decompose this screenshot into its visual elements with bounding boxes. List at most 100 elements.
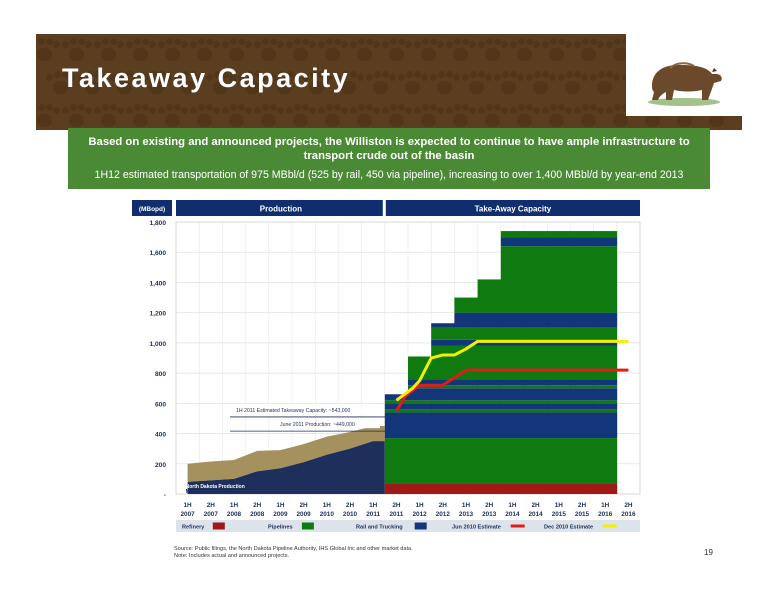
x-tick-label-year: 2012 (412, 511, 427, 518)
capacity-segment (454, 297, 478, 313)
capacity-segment (477, 438, 502, 484)
x-tick-label-half: 2H (578, 502, 587, 509)
legend-label: Dec 2010 Estimate (544, 525, 593, 531)
paw-print-icon (366, 71, 396, 97)
capacity-segment (524, 339, 548, 346)
capacity-segment (431, 323, 455, 328)
unit-label: (MBopd) (139, 206, 165, 213)
capacity-segment (500, 231, 525, 238)
capacity-segment (593, 385, 618, 389)
y-tick-label: 1,000 (149, 341, 166, 348)
capacity-segment (524, 483, 548, 494)
capacity-segment (570, 312, 594, 328)
x-tick-label-year: 2007 (180, 511, 195, 518)
legend-swatch (212, 522, 225, 530)
paw-print-icon (254, 38, 284, 64)
capacity-segment (593, 345, 618, 380)
capacity-segment (593, 231, 618, 238)
north-dakota-production-area (187, 441, 385, 494)
capacity-segment (408, 356, 432, 380)
capacity-segment (500, 403, 525, 410)
paw-print-icon (510, 38, 540, 64)
capacity-segment (384, 412, 409, 439)
paw-print-icon (222, 38, 252, 64)
x-tick-label-half: 2H (439, 502, 448, 509)
paw-print-icon (446, 38, 476, 64)
capacity-segment (524, 345, 548, 380)
capacity-segment (477, 385, 502, 389)
capacity-segment (547, 231, 571, 238)
page-number: 19 (704, 548, 713, 557)
capacity-segment (454, 339, 478, 346)
capacity-segment (500, 327, 525, 340)
paw-print-icon (286, 38, 316, 64)
capacity-segment (500, 409, 525, 413)
capacity-segment (593, 339, 618, 346)
capacity-segment (524, 409, 548, 413)
x-tick-label-half: 1H (276, 502, 285, 509)
estimate-line (395, 339, 629, 402)
annotation-backdrop (234, 405, 380, 414)
takeaway-capacity-chart: (MBopd) Production Take-Away Capacity Monta… (130, 198, 644, 542)
capacity-segment (547, 409, 571, 413)
capacity-segment (547, 483, 571, 494)
annotation-capacity: 1H 2011 Estimated Takeaway Capacity: ~54… (236, 408, 351, 414)
capacity-segment (431, 388, 455, 401)
paw-print-icon (590, 71, 620, 97)
x-tick-label-half: 1H (416, 502, 425, 509)
paw-print-icon (126, 38, 156, 64)
capacity-segment (547, 339, 571, 346)
legend-label: Rail and Trucking (356, 525, 403, 531)
capacity-segment (384, 403, 409, 410)
capacity-segment (384, 438, 409, 484)
paw-print-icon (398, 71, 428, 97)
x-tick-label-half: 2H (207, 502, 216, 509)
capacity-segment (593, 438, 618, 484)
paw-print-icon (110, 71, 140, 97)
capacity-segment (408, 438, 432, 484)
capacity-segment (524, 237, 548, 247)
paw-print-icon (190, 104, 220, 130)
capacity-segment (524, 246, 548, 313)
capacity-segment (384, 483, 409, 494)
legend-swatch (414, 522, 427, 530)
x-tick-label-half: 2H (392, 502, 401, 509)
capacity-segment (408, 412, 432, 439)
capacity-segment (500, 345, 525, 380)
capacity-segment (570, 237, 594, 247)
paw-print-icon (382, 104, 412, 130)
annotation-backdrop (278, 420, 380, 429)
capacity-segment (593, 246, 618, 313)
capacity-segment (547, 388, 571, 401)
capacity-segment (547, 246, 571, 313)
paw-print-icon (46, 71, 76, 97)
capacity-segment (524, 388, 548, 401)
x-tick-label-half: 1H (184, 502, 193, 509)
paw-print-icon (430, 71, 460, 97)
paw-print-icon (190, 38, 220, 64)
capacity-segment (570, 412, 594, 439)
x-tick-label-year: 2010 (320, 511, 335, 518)
capacity-segment (547, 412, 571, 439)
capacity-segment (570, 409, 594, 413)
capacity-segment (431, 345, 455, 380)
y-tick-label: 400 (155, 432, 166, 439)
capacity-segment (524, 412, 548, 439)
paw-print-icon (94, 38, 124, 64)
paw-print-icon (478, 38, 508, 64)
footnote: Source: Public filings, the North Dakota… (174, 546, 413, 560)
capacity-segment (570, 327, 594, 340)
capacity-segment (593, 379, 618, 386)
capacity-segment (547, 312, 571, 328)
capacity-segment (500, 339, 525, 346)
x-tick-label-year: 2014 (528, 511, 543, 518)
capacity-segment (477, 412, 502, 439)
capacity-segment (454, 400, 478, 404)
capacity-segment (431, 412, 455, 439)
capacity-segment (431, 483, 455, 494)
legend-bar (176, 520, 640, 532)
capacity-segment (593, 409, 618, 413)
x-tick-label-half: 1H (601, 502, 610, 509)
capacity-segment (477, 403, 502, 410)
x-tick-label-half: 1H (508, 502, 517, 509)
